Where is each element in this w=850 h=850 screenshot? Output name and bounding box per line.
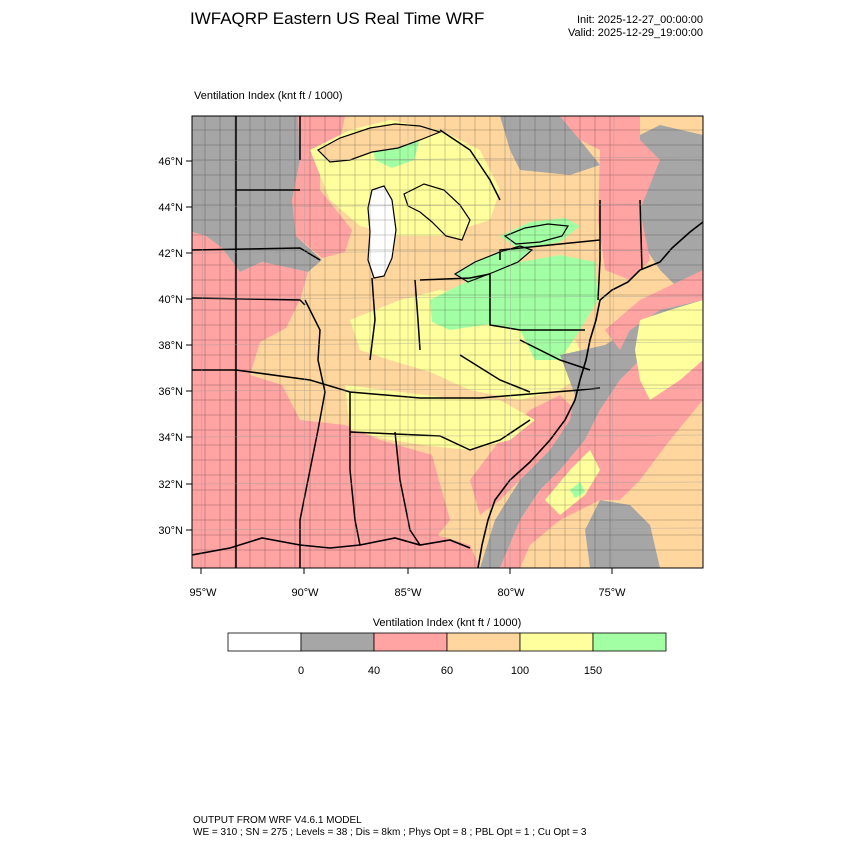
lon-label: 80°W [497,587,525,599]
field-label: Ventilation Index (knt ft / 1000) [194,90,343,102]
region-low-northwest [192,116,322,272]
lon-label: 95°W [189,587,217,599]
map-frame [191,115,704,569]
lon-labels: 95°W 90°W 85°W 80°W 75°W [189,587,626,599]
lon-label: 85°W [394,587,422,599]
colorbar-tick-label: 150 [584,665,602,677]
model-footer: OUTPUT FROM WRF V4.6.1 MODEL WE = 310 ; … [193,815,586,839]
map-area [192,116,703,568]
colorbar-swatch [373,632,448,652]
county-grid [192,116,703,568]
footer-line-2: WE = 310 ; SN = 275 ; Levels = 38 ; Dis … [193,827,587,838]
footer-line-1: OUTPUT FROM WRF V4.6.1 MODEL [193,815,362,826]
colorbar-labels: 0 40 60 100 150 [298,665,602,677]
lat-label: 38°N [158,340,183,352]
colorbar-tick-label: 40 [368,665,380,677]
lat-label: 32°N [158,479,183,491]
state-borders [192,116,643,568]
lat-label: 36°N [158,386,183,398]
lon-label: 75°W [598,587,626,599]
latlon-gridlines [192,116,703,568]
colorbar [227,632,667,652]
legend-title: Ventilation Index (knt ft / 1000) [373,617,522,629]
region-pink-northcentral [292,116,352,258]
lat-label: 44°N [158,202,183,214]
colorbar-swatch [300,632,375,652]
lake-michigan [367,185,397,279]
lat-label: 46°N [158,156,183,168]
lake-huron [403,183,471,241]
colorbar-tick-label: 100 [511,665,529,677]
time-info: Init: 2025-12-27_00:00:00 Valid: 2025-12… [548,14,703,40]
lat-label: 30°N [158,525,183,537]
lat-ticks [186,160,192,531]
colorbar-tick-label: 60 [441,665,453,677]
region-low-gulf-stream [585,500,660,568]
lat-label: 34°N [158,432,183,444]
map-title: IWFAQRP Eastern US Real Time WRF [190,9,485,28]
region-pink-southeast [470,395,575,515]
region-pink-west [192,232,450,568]
init-time: Init: 2025-12-27_00:00:00 [577,14,703,26]
colorbar-swatch [227,632,302,652]
region-green-mid-atlantic [430,255,598,360]
lat-labels: 46°N 44°N 42°N 40°N 38°N 36°N 34°N 32°N … [158,156,183,537]
colorbar-swatch [446,632,521,652]
colorbar-swatch [519,632,594,652]
lat-label: 40°N [158,294,183,306]
colorbar-tick-label: 0 [298,665,304,677]
valid-time: Valid: 2025-12-29_19:00:00 [568,27,703,39]
colorbar-swatch [592,632,667,652]
lat-label: 42°N [158,248,183,260]
lon-ticks [200,568,613,574]
lon-label: 90°W [291,587,319,599]
